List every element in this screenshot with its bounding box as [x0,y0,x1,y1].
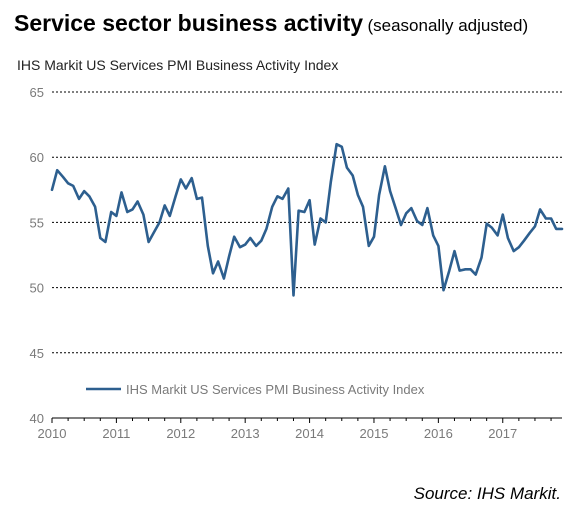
x-tick-label: 2017 [488,426,517,441]
grid-lines [52,91,562,354]
legend: IHS Markit US Services PMI Business Acti… [86,382,425,397]
x-axis: 2010 2011 2012 2013 2014 2015 2016 2017 [38,417,562,441]
legend-label: IHS Markit US Services PMI Business Acti… [126,382,425,397]
series-layer [50,142,564,297]
y-tick-label: 40 [30,411,44,426]
x-tick-label: 2014 [295,426,324,441]
chart-title-main: Service sector business activity [14,10,364,36]
x-tick-label: 2010 [38,426,67,441]
y-axis-ticks: 40 45 50 55 60 65 [30,85,44,426]
x-tick-label: 2011 [102,426,130,441]
y-tick-label: 60 [30,150,44,165]
x-tick-label: 2013 [231,426,260,441]
y-tick-label: 55 [30,215,44,230]
x-tick-label: 2012 [166,426,195,441]
y-tick-label: 45 [30,346,44,361]
chart-title-note: (seasonally adjusted) [367,16,529,35]
x-tick-label: 2015 [360,426,389,441]
chart-title: Service sector business activity (season… [14,10,528,37]
y-tick-label: 50 [30,281,44,296]
chart-subtitle: IHS Markit US Services PMI Business Acti… [17,57,339,73]
y-tick-label: 65 [30,85,44,100]
x-tick-label: 2016 [424,426,453,441]
source-note: Source: IHS Markit. [413,484,561,503]
series-line [50,142,564,297]
